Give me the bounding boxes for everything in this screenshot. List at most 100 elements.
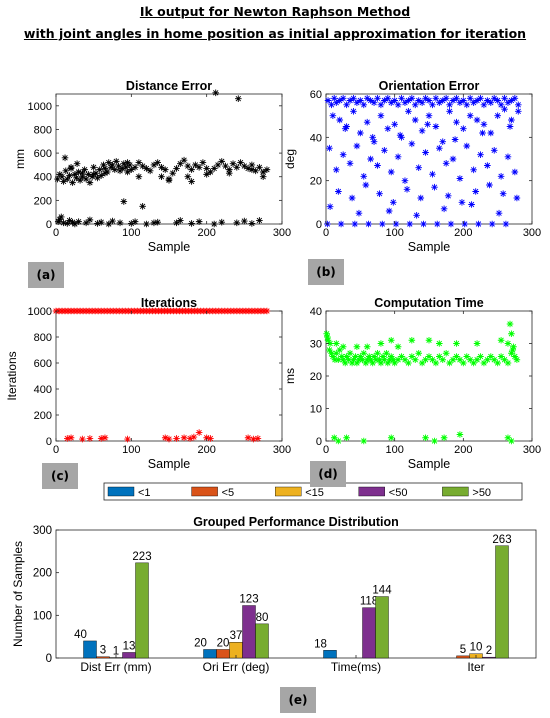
orientation-error-title: Orientation Error <box>379 79 480 93</box>
orientation-error-chart: 0 100 200 300 0 20 40 60 Orientation Error Sample… <box>283 79 541 254</box>
computation-time-point <box>372 356 380 364</box>
bar-data-label: 123 <box>239 594 258 606</box>
orientation-error-point <box>490 147 498 154</box>
computation-time-point <box>509 346 517 354</box>
distance-error-point <box>169 169 177 177</box>
orientation-error-point <box>442 160 450 167</box>
iterations-y-tick-label: 200 <box>34 410 52 422</box>
orientation-error-x-tick-label: 200 <box>454 227 472 239</box>
orientation-error-point <box>398 95 405 102</box>
computation-time-point <box>359 356 366 364</box>
orientation-error-point <box>403 186 411 193</box>
distance-error-point <box>62 167 70 175</box>
distance-error-point <box>79 169 86 177</box>
orientation-error-point <box>326 144 333 152</box>
bar-1-5 <box>135 562 149 659</box>
bar-2-1 <box>203 649 217 659</box>
computation-time-point <box>449 356 457 364</box>
orientation-error-point <box>392 220 400 228</box>
computation-time-point <box>326 346 333 354</box>
orientation-error-point <box>514 101 522 109</box>
computation-time-point <box>446 359 453 367</box>
distance-error-point <box>64 220 71 227</box>
distance-error-point <box>60 219 67 227</box>
iterations-x-axis-label: Sample <box>148 457 190 471</box>
legend-label-5: >50 <box>472 487 491 499</box>
distance-error-y-tick-label: 200 <box>34 195 52 207</box>
orientation-error-point <box>411 101 419 109</box>
computation-time-point <box>353 343 361 351</box>
orientation-error-point <box>420 220 427 228</box>
distance-error-point <box>256 163 263 171</box>
bar-2-5 <box>255 623 269 659</box>
bar-y-tick-label: 0 <box>46 653 52 665</box>
distance-error-point <box>97 172 105 179</box>
distance-error-point <box>131 163 139 171</box>
computation-time-point <box>394 356 402 364</box>
distance-error-point <box>64 175 71 183</box>
distance-error-point <box>158 163 165 171</box>
orientation-error-point <box>335 188 342 195</box>
iterations-point <box>173 435 180 442</box>
computation-time-y-tick-label: 20 <box>310 371 322 383</box>
iterations-point <box>190 433 198 441</box>
orientation-error-point <box>329 112 337 119</box>
distance-error-point <box>120 160 128 168</box>
bar-data-label: 144 <box>372 585 392 597</box>
orientation-error-point <box>381 97 388 104</box>
orientation-error-y-tick-label: 60 <box>310 89 322 101</box>
computation-time-point <box>389 356 397 364</box>
computation-time-point <box>436 340 443 347</box>
orientation-error-point <box>456 99 464 106</box>
distance-error-x-tick-label: 0 <box>53 227 59 239</box>
orientation-error-point <box>504 99 512 106</box>
computation-time-point <box>362 359 370 367</box>
orientation-error-point <box>350 108 357 115</box>
distance-error-point <box>118 165 126 172</box>
distance-error-point <box>86 216 94 224</box>
bar-data-label: 37 <box>230 630 243 642</box>
computation-time-point <box>480 359 488 367</box>
distance-error-point <box>124 159 131 166</box>
computation-time-point <box>357 353 364 360</box>
orientation-error-point <box>480 101 488 109</box>
distance-error-y-tick-label: 0 <box>46 219 52 231</box>
computation-time-point <box>494 359 501 367</box>
orientation-error-point <box>384 95 392 102</box>
computation-time-x-tick-label: 200 <box>454 444 472 456</box>
bar-3-4 <box>362 607 376 659</box>
legend-swatch-2 <box>191 486 218 497</box>
distance-error-point <box>57 213 65 221</box>
iterations-y-axis-label: Iterations <box>5 351 19 400</box>
computation-time-point <box>345 356 352 364</box>
bar-3-1 <box>323 650 337 659</box>
bar-1-2 <box>96 656 110 659</box>
distance-error-title: Distance Error <box>126 79 212 93</box>
orientation-error-point <box>370 99 378 106</box>
legend-swatch-3 <box>275 486 302 497</box>
distance-error-y-tick-label: 800 <box>34 124 52 136</box>
bar-4-5 <box>495 545 509 659</box>
distance-error-point <box>188 178 195 185</box>
iterations-point <box>64 435 71 442</box>
bar-chart-title: Grouped Performance Distribution <box>193 515 399 529</box>
panel-tag-a: (a) <box>28 262 64 288</box>
distance-error-point <box>135 159 143 166</box>
orientation-error-point <box>326 203 334 210</box>
computation-time-point <box>456 431 464 438</box>
orientation-error-x-tick-label: 100 <box>385 227 403 239</box>
computation-time-chart: 0 100 200 300 0 10 20 30 40 Computation Time Sampl… <box>283 296 541 471</box>
iterations-point <box>195 429 203 436</box>
distance-error-point <box>173 165 180 172</box>
computation-time-point <box>379 353 387 360</box>
bar-1-1 <box>83 640 97 659</box>
computation-time-point <box>508 349 515 357</box>
computation-time-x-tick-label: 300 <box>523 444 541 456</box>
computation-time-point <box>350 356 357 364</box>
iterations-point <box>263 307 271 315</box>
orientation-error-point <box>511 168 519 176</box>
orientation-error-point <box>436 99 443 106</box>
distance-error-point <box>212 89 220 97</box>
distance-error-point <box>225 169 233 177</box>
bar-data-label: 80 <box>256 612 269 624</box>
